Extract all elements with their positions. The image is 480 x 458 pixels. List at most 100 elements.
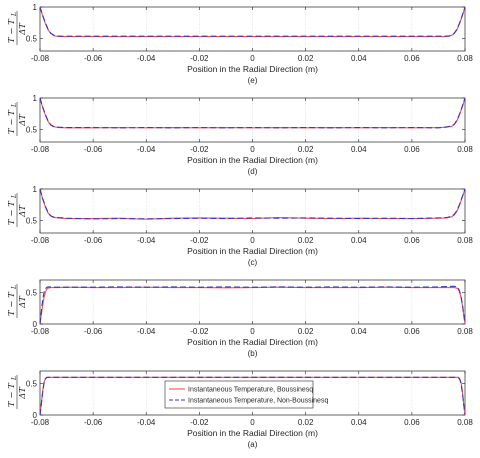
x-tick-label: -0.06 bbox=[84, 418, 103, 427]
x-tick-label: 0.02 bbox=[298, 145, 314, 154]
x-axis-label: Position in the Radial Direction (m) bbox=[187, 64, 318, 74]
y-tick-label: 0.5 bbox=[26, 380, 38, 389]
x-tick-label: 0.04 bbox=[351, 327, 367, 336]
y-label-denominator: ΔT bbox=[18, 204, 28, 218]
x-tick-label: 0.08 bbox=[457, 145, 473, 154]
y-label-denominator: ΔT bbox=[18, 386, 28, 400]
panel-b: -0.08 -0.06 -0.04 -0.02 0 0.02 0.04 0.06 0.08 0 0.… bbox=[7, 279, 473, 358]
x-axis-label: Position in the Radial Direction (m) bbox=[187, 246, 318, 256]
x-tick-label: 0.08 bbox=[457, 327, 473, 336]
y-label-numerator: T − T bbox=[7, 200, 17, 225]
x-tick-label: -0.08 bbox=[31, 327, 50, 336]
series-line-2 bbox=[39, 376, 466, 416]
y-tick-label: 0.5 bbox=[26, 34, 38, 43]
x-tick-label: 0 bbox=[250, 236, 255, 245]
series-line-2 bbox=[39, 188, 466, 220]
x-tick-label: -0.08 bbox=[31, 418, 50, 427]
y-tick-label: 0 bbox=[33, 411, 38, 420]
x-tick-label: 0.08 bbox=[457, 236, 473, 245]
x-tick-label: 0.06 bbox=[404, 145, 420, 154]
x-tick-label: -0.08 bbox=[31, 236, 50, 245]
series-line-2 bbox=[39, 6, 466, 37]
x-tick-label: -0.06 bbox=[84, 327, 103, 336]
x-tick-label: -0.04 bbox=[137, 418, 156, 427]
x-tick-label: 0.02 bbox=[298, 54, 314, 63]
y-label-subscript: L bbox=[11, 12, 18, 17]
x-tick-label: -0.02 bbox=[190, 145, 209, 154]
y-tick-label: 0.5 bbox=[26, 289, 38, 298]
y-label-subscript: L bbox=[11, 194, 18, 199]
series-line-2 bbox=[39, 285, 466, 325]
y-label-denominator: ΔT bbox=[18, 22, 28, 36]
x-tick-label: 0.08 bbox=[457, 418, 473, 427]
y-tick-label: 0 bbox=[33, 320, 38, 329]
panel-d: -0.08 -0.06 -0.04 -0.02 0 0.02 0.04 0.06 0.08 0.5… bbox=[7, 94, 473, 176]
x-tick-label: -0.08 bbox=[31, 145, 50, 154]
panel-label: (b) bbox=[248, 349, 258, 358]
x-tick-label: -0.02 bbox=[190, 418, 209, 427]
x-tick-label: 0.04 bbox=[351, 145, 367, 154]
x-tick-label: 0.02 bbox=[298, 327, 314, 336]
x-tick-label: -0.04 bbox=[137, 327, 156, 336]
x-tick-label: 0.02 bbox=[298, 236, 314, 245]
x-tick-label: 0 bbox=[250, 418, 255, 427]
y-label-subscript: L bbox=[11, 376, 18, 381]
panel-label: (e) bbox=[248, 76, 258, 85]
legend-box bbox=[164, 380, 314, 409]
y-tick-label: 1 bbox=[33, 94, 38, 103]
x-tick-label: 0.02 bbox=[298, 418, 314, 427]
legend: Instantaneous Temperature, Boussinesq Ins… bbox=[164, 380, 328, 409]
y-label-denominator: ΔT bbox=[18, 113, 28, 127]
x-tick-label: -0.02 bbox=[190, 54, 209, 63]
x-tick-label: 0 bbox=[250, 145, 255, 154]
x-tick-label: -0.06 bbox=[84, 145, 103, 154]
y-label-numerator: T − T bbox=[7, 291, 17, 316]
x-tick-label: -0.02 bbox=[190, 327, 209, 336]
x-axis-label: Position in the Radial Direction (m) bbox=[187, 428, 318, 438]
legend-entry: Instantaneous Temperature, Boussinesq bbox=[188, 387, 313, 394]
x-tick-label: 0.04 bbox=[351, 418, 367, 427]
x-tick-label: -0.06 bbox=[84, 236, 103, 245]
x-axis-label: Position in the Radial Direction (m) bbox=[187, 155, 318, 165]
y-label-numerator: T − T bbox=[7, 18, 17, 43]
legend-entry: Instantaneous Temperature, Non-Boussines… bbox=[188, 398, 328, 405]
x-tick-label: -0.04 bbox=[137, 54, 156, 63]
y-tick-label: 1 bbox=[33, 185, 38, 194]
x-tick-label: 0 bbox=[250, 327, 255, 336]
series-line-2 bbox=[39, 97, 466, 129]
panel-c: -0.08 -0.06 -0.04 -0.02 0 0.02 0.04 0.06 0.08 0.5… bbox=[7, 185, 473, 267]
x-tick-label: 0.06 bbox=[404, 54, 420, 63]
y-label-numerator: T − T bbox=[7, 109, 17, 134]
x-tick-label: 0.06 bbox=[404, 418, 420, 427]
x-tick-label: 0.04 bbox=[351, 236, 367, 245]
y-label-numerator: T − T bbox=[7, 382, 17, 407]
x-tick-label: -0.04 bbox=[137, 236, 156, 245]
y-tick-label: 0.5 bbox=[26, 216, 38, 225]
panel-e: -0.08 -0.06 -0.04 -0.02 0 0.02 0.04 0.06 0.08 0.5… bbox=[7, 3, 473, 85]
y-tick-label: 0.5 bbox=[26, 125, 38, 134]
x-tick-label: 0.06 bbox=[404, 236, 420, 245]
x-tick-label: -0.08 bbox=[31, 54, 50, 63]
x-tick-label: 0.08 bbox=[457, 54, 473, 63]
y-label-denominator: ΔT bbox=[18, 295, 28, 309]
x-tick-label: 0.06 bbox=[404, 327, 420, 336]
x-tick-label: -0.02 bbox=[190, 236, 209, 245]
panel-label: (d) bbox=[248, 167, 258, 176]
x-tick-label: -0.06 bbox=[84, 54, 103, 63]
x-axis-label: Position in the Radial Direction (m) bbox=[187, 337, 318, 347]
x-tick-label: -0.04 bbox=[137, 145, 156, 154]
y-label-subscript: L bbox=[11, 285, 18, 290]
x-tick-label: 0.04 bbox=[351, 54, 367, 63]
panel-label: (c) bbox=[248, 258, 258, 267]
panel-label: (a) bbox=[248, 440, 258, 449]
x-tick-label: 0 bbox=[250, 54, 255, 63]
y-tick-label: 1 bbox=[33, 3, 38, 12]
panel-a: -0.08 -0.06 -0.04 -0.02 0 0.02 0.04 0.06 0.08 0 0.… bbox=[7, 370, 473, 449]
y-label-subscript: L bbox=[11, 103, 18, 108]
